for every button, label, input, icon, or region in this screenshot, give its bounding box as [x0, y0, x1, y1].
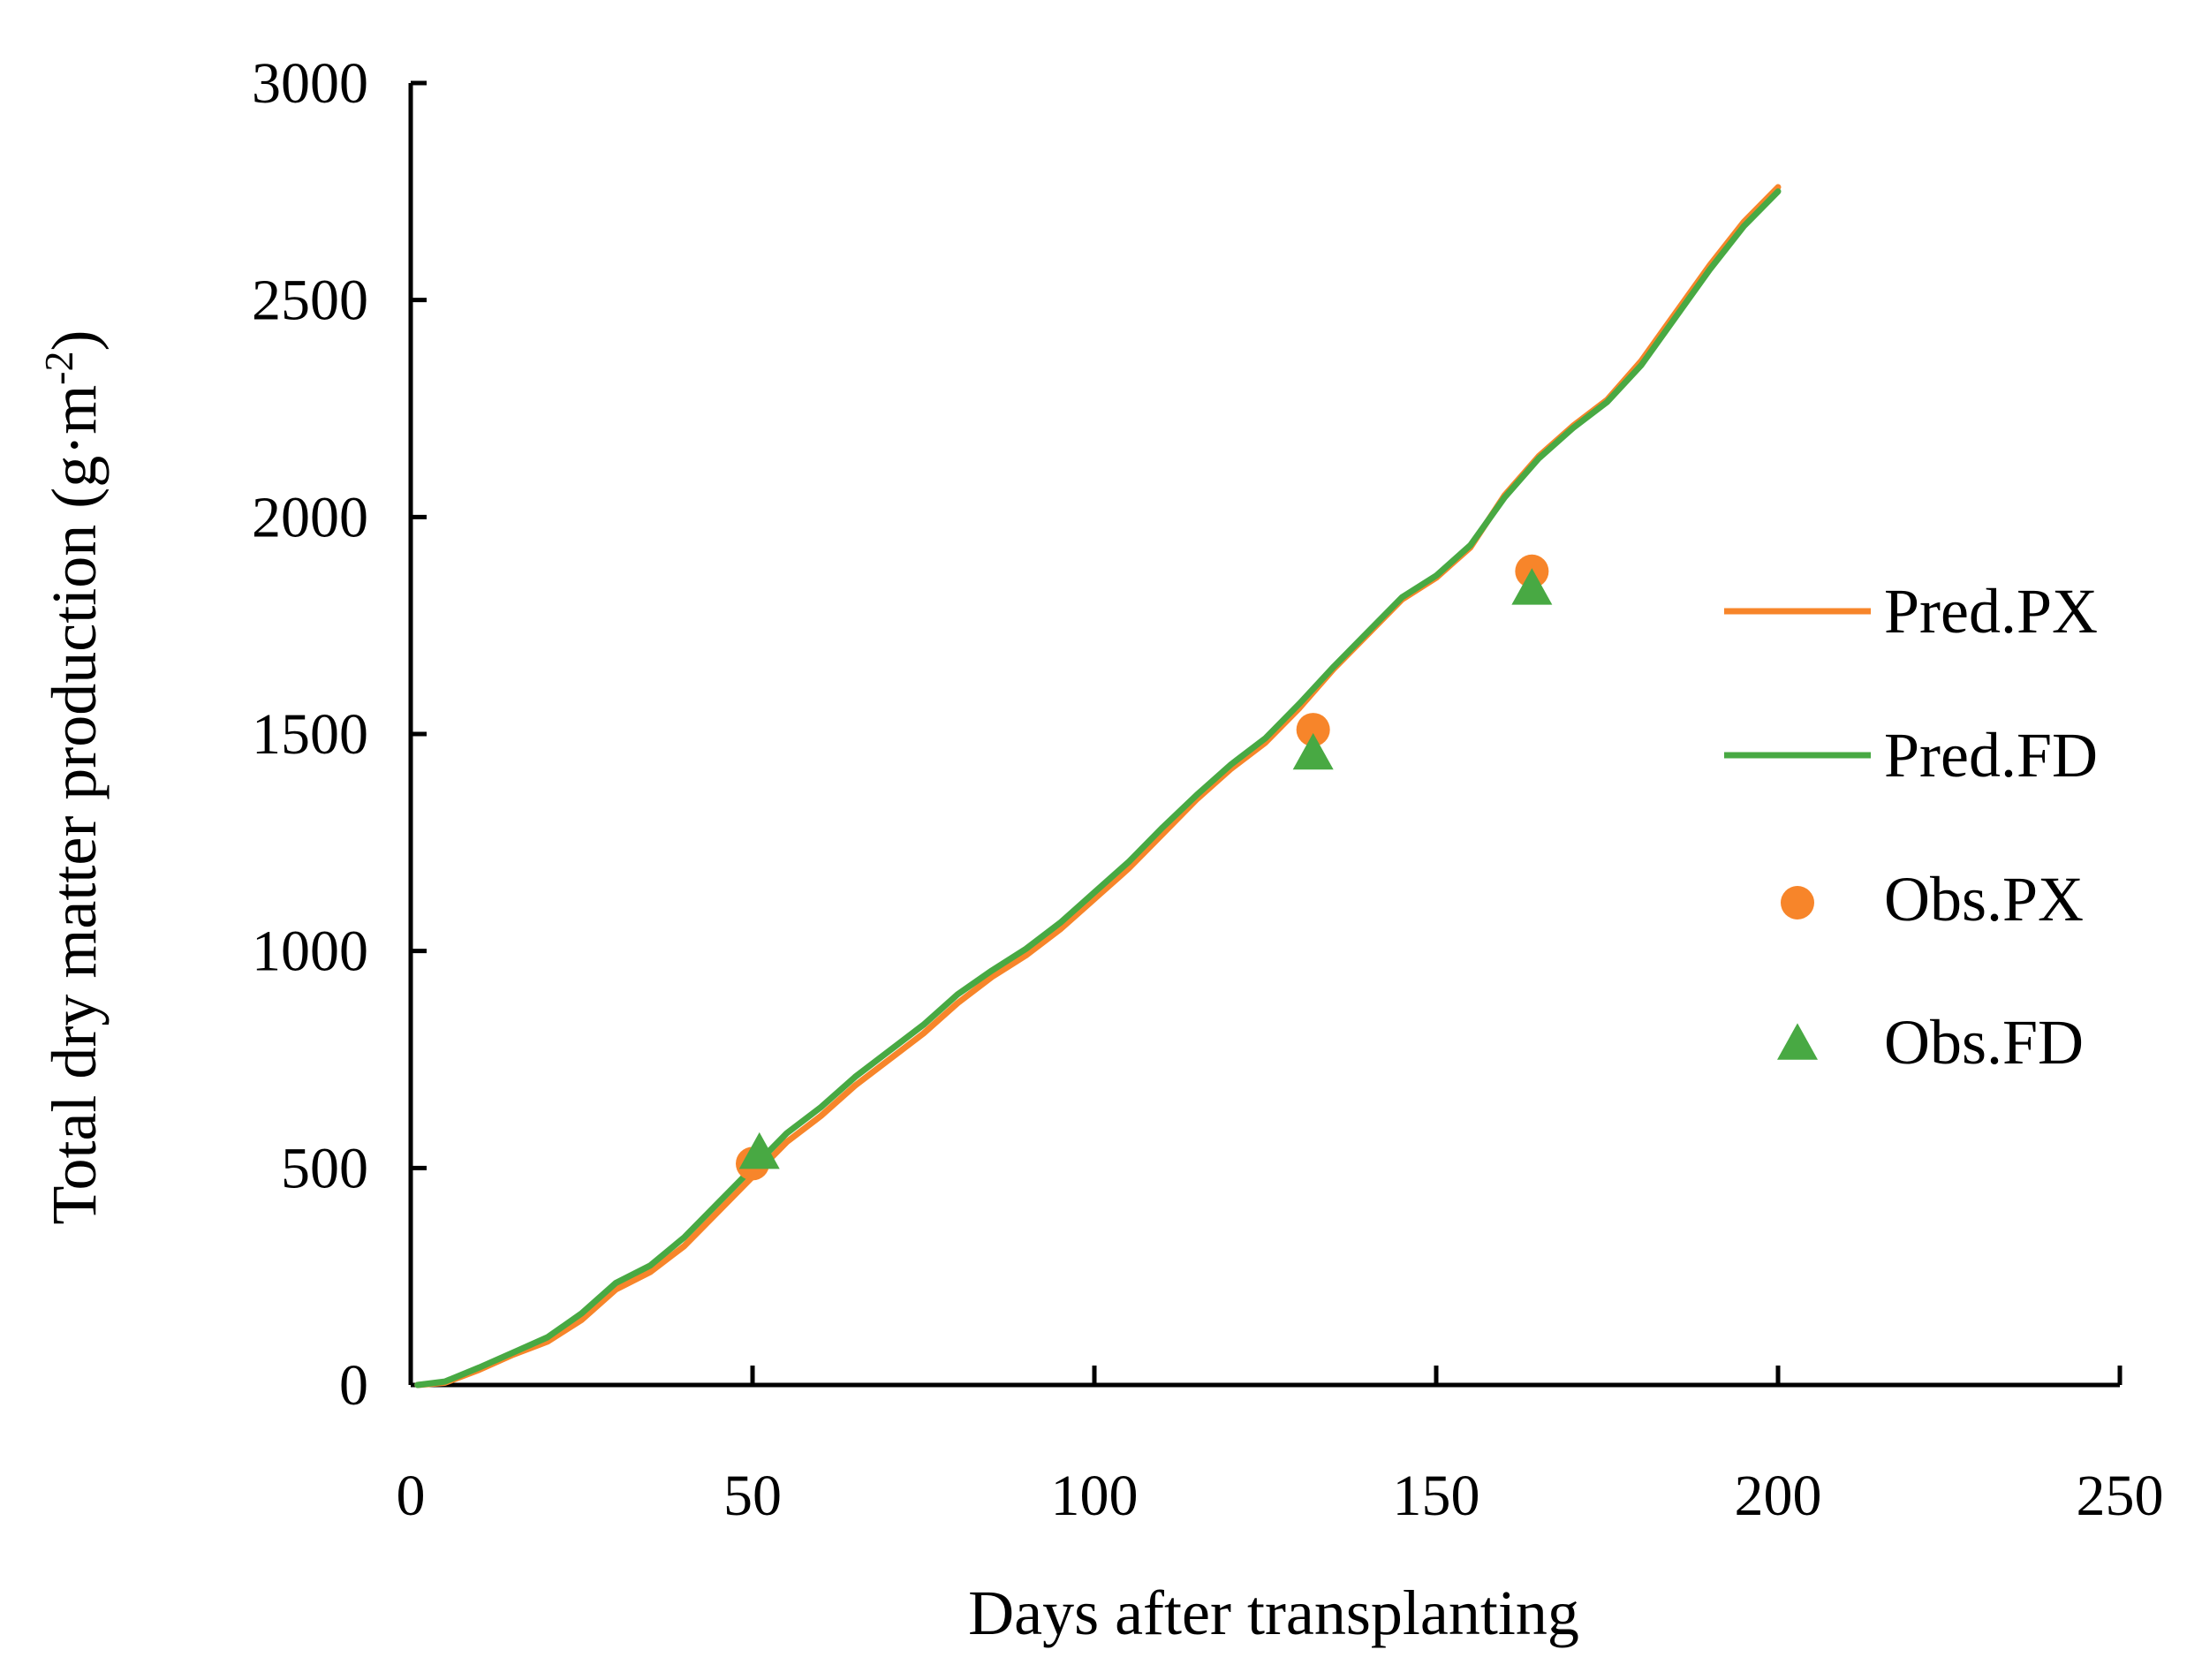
legend-label: Pred.FD	[1884, 720, 2098, 791]
legend-label: Pred.PX	[1884, 576, 2098, 647]
legend-label: Obs.PX	[1884, 864, 2084, 935]
legend-item-obs-px: Obs.PX	[1781, 864, 2084, 935]
y-tick-label: 2000	[252, 485, 368, 549]
x-axis-title: Days after transplanting	[968, 1578, 1579, 1648]
x-tick-label: 250	[2077, 1464, 2164, 1528]
x-tick-label: 150	[1393, 1464, 1480, 1528]
x-tick-label: 200	[1735, 1464, 1822, 1528]
y-axis-title-main: Total dry matter production (g·m	[39, 385, 110, 1225]
y-tick-label: 2500	[252, 269, 368, 333]
legend-item-pred-fd: Pred.FD	[1724, 720, 2098, 791]
y-tick-label: 1000	[252, 919, 368, 984]
y-tick-label: 1500	[252, 702, 368, 767]
legend-item-obs-fd: Obs.FD	[1777, 1007, 2084, 1078]
series-line-pred-fd	[414, 188, 1782, 1389]
x-tick-label: 50	[723, 1464, 782, 1528]
series-lines	[414, 184, 1782, 1389]
data-point-obs-fd	[1292, 732, 1334, 770]
y-tick-label: 500	[281, 1136, 368, 1200]
y-tick-label: 0	[339, 1353, 368, 1418]
legend-swatch-circle	[1781, 886, 1814, 919]
legend-label: Obs.FD	[1884, 1007, 2084, 1078]
y-axis-title: Total dry matter production (g·m-2)	[36, 329, 110, 1224]
x-axis-ticks: 0 50 100 150 200 250	[397, 1366, 2164, 1528]
data-point-obs-fd	[738, 1131, 780, 1169]
y-tick-label: 3000	[252, 51, 368, 116]
legend-swatch-triangle	[1777, 1023, 1818, 1060]
series-line-pred-px	[414, 184, 1782, 1389]
y-axis-ticks: 0 500 1000 1500 2000 2500 3000	[252, 51, 427, 1418]
series-points	[736, 554, 1553, 1181]
x-tick-label: 0	[397, 1464, 426, 1528]
data-point-obs-fd	[1511, 568, 1553, 605]
y-axis-title-superscript: -2	[36, 351, 81, 384]
legend-item-pred-px: Pred.PX	[1724, 576, 2098, 647]
data-point-obs-px	[1296, 713, 1330, 747]
y-axis-title-close: )	[39, 329, 110, 351]
legend: Pred.PX Pred.FD Obs.PX Obs.FD	[1724, 576, 2098, 1078]
x-tick-label: 100	[1051, 1464, 1139, 1528]
